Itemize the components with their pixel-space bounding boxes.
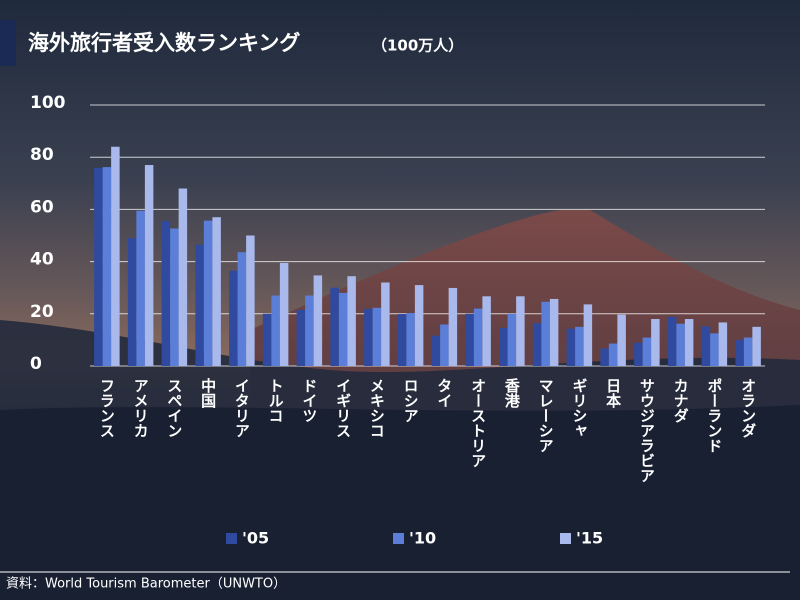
- bar: [397, 314, 407, 366]
- bar: [684, 319, 694, 366]
- bar: [330, 287, 339, 366]
- bar: [279, 262, 289, 366]
- bar: [549, 298, 559, 366]
- bar: [634, 342, 643, 366]
- bar: [136, 210, 145, 366]
- bar: [735, 339, 744, 366]
- x-tick-label: スペイン: [165, 378, 183, 438]
- title-accent: [0, 20, 16, 66]
- x-tick-label: 中国: [199, 377, 217, 409]
- bar: [102, 167, 112, 366]
- bar: [347, 276, 356, 366]
- x-tick-label: メキシコ: [368, 378, 386, 438]
- bar: [431, 335, 441, 366]
- bar: [676, 323, 685, 366]
- x-tick-label: サウジアラビア: [638, 378, 656, 483]
- bar: [651, 319, 660, 366]
- bar: [127, 238, 137, 366]
- source: 資料：World Tourism Barometer（UNWTO）: [6, 577, 286, 592]
- y-tick-label: 80: [30, 145, 54, 165]
- bar: [313, 275, 323, 366]
- bar: [111, 146, 120, 366]
- bar: [94, 167, 103, 366]
- bar: [617, 314, 626, 366]
- x-tick-label: フランス: [98, 378, 116, 438]
- bar: [507, 313, 517, 366]
- x-tick-label: ロシア: [402, 378, 420, 423]
- bar: [743, 337, 753, 366]
- y-tick-label: 40: [30, 250, 54, 270]
- legend-swatch: [560, 533, 571, 544]
- bar: [608, 343, 618, 366]
- bar: [338, 292, 348, 366]
- bar: [752, 326, 761, 366]
- bar: [305, 295, 314, 366]
- bar: [710, 333, 719, 366]
- bar: [440, 324, 449, 366]
- bar: [364, 308, 373, 366]
- x-tick-label: イギリス: [334, 378, 352, 438]
- bar: [718, 322, 728, 366]
- chart-title: 海外旅行者受入数ランキング: [28, 31, 300, 55]
- x-tick-label: マレーシア: [537, 378, 555, 453]
- bar: [406, 313, 415, 366]
- x-tick-label: イタリア: [233, 378, 251, 438]
- x-tick-label: ポーランド: [705, 378, 723, 453]
- x-tick-label: 香港: [503, 377, 521, 409]
- bar: [482, 296, 491, 366]
- x-tick-label: タイ: [435, 378, 453, 408]
- bar: [575, 326, 584, 366]
- bar: [600, 348, 609, 366]
- x-tick-label: オランダ: [739, 378, 757, 438]
- bar: [161, 221, 171, 366]
- x-tick-label: オーストリア: [469, 378, 487, 468]
- x-tick-label: 日本: [604, 378, 622, 409]
- bar: [642, 337, 652, 366]
- x-tick-label: アメリカ: [132, 378, 150, 438]
- bar: [178, 188, 188, 366]
- bar: [262, 313, 272, 366]
- bar: [372, 307, 382, 366]
- foreground: [0, 405, 800, 600]
- y-tick-label: 60: [30, 197, 54, 217]
- bar: [237, 252, 247, 366]
- bar: [203, 220, 213, 366]
- bar: [381, 282, 390, 366]
- bar: [271, 295, 280, 366]
- x-tick-label: トルコ: [267, 378, 285, 423]
- bar: [667, 316, 677, 366]
- bar: [541, 301, 550, 366]
- bar: [465, 313, 474, 366]
- legend-label: '05: [242, 529, 269, 548]
- bar: [246, 235, 255, 366]
- chart-subtitle: （100万人）: [372, 37, 463, 55]
- bar: [566, 328, 576, 366]
- bar: [473, 308, 483, 366]
- legend-label: '15: [576, 529, 603, 548]
- bar: [701, 326, 711, 366]
- bar: [170, 228, 179, 366]
- bar: [516, 296, 525, 366]
- x-tick-label: ドイツ: [300, 378, 318, 423]
- bar: [499, 327, 508, 366]
- bar: [448, 287, 458, 366]
- legend-swatch: [226, 533, 237, 544]
- legend-label: '10: [409, 529, 436, 548]
- y-tick-label: 100: [30, 93, 66, 113]
- x-tick-label: ギリシャ: [570, 378, 588, 438]
- bar: [583, 304, 593, 366]
- y-tick-label: 20: [30, 302, 54, 322]
- y-tick-label: 0: [30, 354, 42, 374]
- bar: [212, 217, 221, 366]
- bar: [195, 244, 204, 366]
- bar: [296, 309, 306, 366]
- bar: [144, 165, 154, 366]
- bar: [414, 285, 424, 366]
- legend-swatch: [393, 533, 404, 544]
- x-tick-label: カナダ: [672, 378, 690, 423]
- bar: [229, 270, 238, 366]
- bar: [532, 323, 542, 366]
